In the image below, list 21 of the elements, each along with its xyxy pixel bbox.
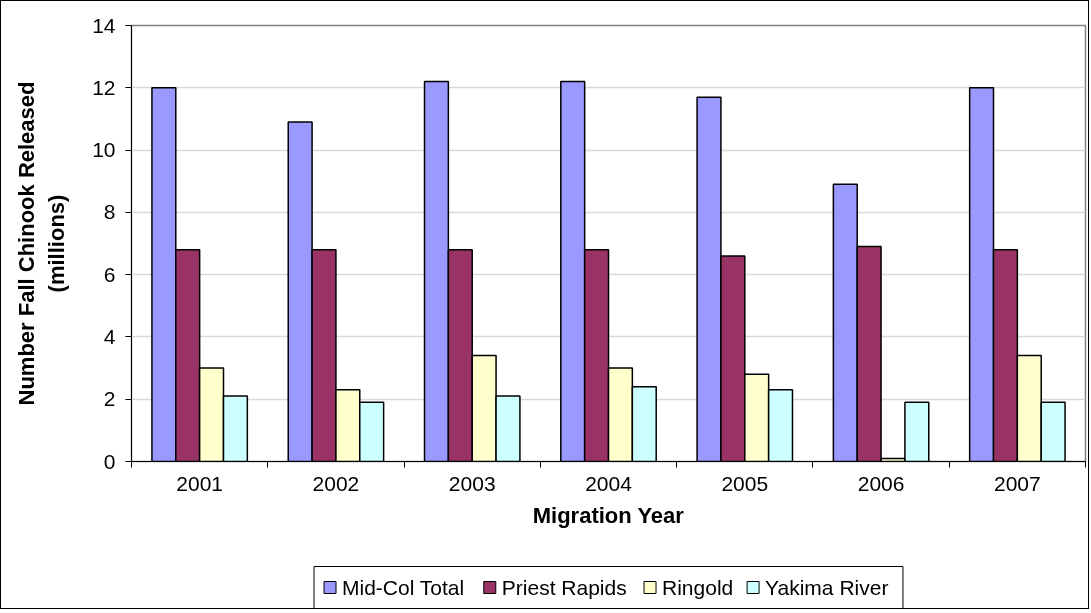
- y-tick-label: 4: [103, 324, 116, 348]
- x-tick-label: 2007: [994, 471, 1041, 495]
- x-tick-label: 2002: [312, 471, 360, 495]
- y-axis-title: Number Fall Chinook Released (millions): [14, 81, 70, 406]
- y-tick-label: 14: [92, 13, 116, 37]
- x-tick-label: 2001: [176, 471, 223, 495]
- legend-label: Mid-Col Total: [342, 576, 465, 599]
- x-tick-label: 2005: [721, 471, 769, 495]
- x-tick-label: 2006: [857, 471, 905, 495]
- y-tick-label: 0: [103, 449, 116, 473]
- x-tick-label: 2004: [585, 471, 633, 495]
- y-tick-label: 6: [103, 262, 116, 286]
- x-tick-label: 2003: [448, 471, 496, 495]
- y-tick-label: 12: [92, 75, 116, 99]
- y-tick-label: 8: [103, 200, 116, 224]
- legend-label: Yakima River: [765, 576, 889, 599]
- y-tick-label: 10: [92, 138, 116, 162]
- y-tick-label: 2: [103, 387, 116, 411]
- legend-label: Ringold: [662, 576, 734, 599]
- x-axis-title: Migration Year: [532, 502, 685, 528]
- legend-label: Priest Rapids: [501, 576, 627, 599]
